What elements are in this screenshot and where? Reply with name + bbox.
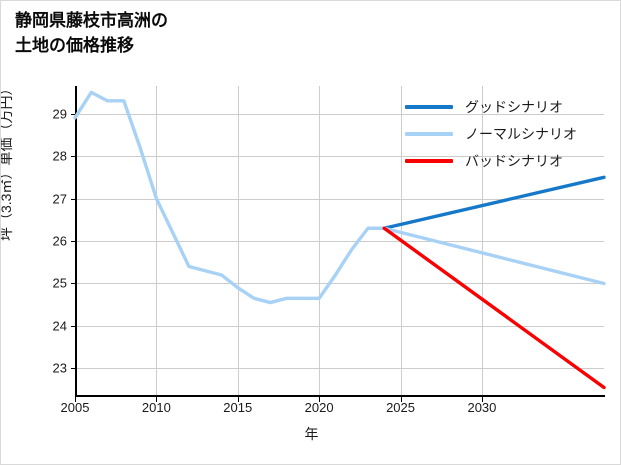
legend-item-good[interactable]: グッドシナリオ bbox=[405, 93, 615, 120]
x-tick-label: 2025 bbox=[386, 400, 415, 415]
y-tick-mark bbox=[71, 198, 76, 200]
y-tick-label: 29 bbox=[52, 106, 67, 122]
x-tick-mark bbox=[75, 397, 76, 402]
series-line bbox=[382, 226, 606, 286]
y-tick-label: 26 bbox=[52, 233, 67, 249]
gridline-horizontal bbox=[75, 241, 604, 242]
series-line bbox=[382, 226, 606, 390]
x-tick-mark bbox=[237, 397, 239, 402]
y-tick-mark bbox=[71, 113, 76, 115]
legend-item-normal[interactable]: ノーマルシナリオ bbox=[405, 120, 615, 147]
legend-item-bad[interactable]: バッドシナリオ bbox=[405, 147, 615, 174]
y-tick-mark bbox=[71, 156, 76, 158]
y-tick-mark bbox=[71, 325, 76, 327]
gridline-vertical bbox=[156, 86, 158, 396]
gridline-vertical bbox=[237, 86, 239, 396]
legend-swatch-bad bbox=[405, 158, 453, 163]
gridline-horizontal bbox=[75, 368, 604, 370]
x-tick-label: 2015 bbox=[223, 400, 253, 415]
legend-swatch-good bbox=[405, 104, 453, 109]
y-tick-label: 23 bbox=[52, 360, 67, 376]
y-tick-label: 25 bbox=[52, 275, 67, 291]
y-tick-mark bbox=[71, 241, 76, 242]
y-tick-label: 24 bbox=[52, 318, 67, 334]
legend-label-bad: バッドシナリオ bbox=[465, 152, 563, 169]
x-axis-label: 年 bbox=[304, 426, 319, 442]
y-axis-label: 坪（3.3㎡）単価（万円） bbox=[0, 81, 14, 241]
y-tick-label: 28 bbox=[52, 148, 67, 164]
y-tick-label: 27 bbox=[52, 191, 67, 207]
x-axis-spine bbox=[75, 395, 605, 397]
x-tick-label: 2010 bbox=[141, 400, 171, 415]
legend-label-good: グッドシナリオ bbox=[465, 98, 563, 115]
legend-swatch-normal bbox=[405, 131, 453, 136]
x-tick-label: 2020 bbox=[304, 400, 334, 415]
x-tick-label: 2005 bbox=[60, 400, 90, 415]
legend-label-normal: ノーマルシナリオ bbox=[465, 125, 577, 142]
x-tick-mark bbox=[319, 397, 321, 402]
y-tick-mark bbox=[71, 283, 76, 285]
y-tick-mark bbox=[71, 368, 76, 370]
gridline-vertical bbox=[400, 86, 402, 396]
gridline-horizontal bbox=[75, 325, 604, 327]
series-line bbox=[73, 90, 386, 305]
x-tick-mark bbox=[156, 397, 158, 402]
chart-legend: グッドシナリオ ノーマルシナリオ バッドシナリオ bbox=[405, 93, 615, 174]
x-tick-mark bbox=[400, 397, 402, 402]
series-line bbox=[382, 175, 606, 230]
gridline-horizontal bbox=[75, 283, 604, 285]
x-tick-label: 2030 bbox=[467, 400, 497, 415]
gridline-vertical bbox=[319, 86, 321, 396]
chart-title: 静岡県藤枝市高洲の 土地の価格推移 bbox=[15, 11, 168, 55]
gridline-horizontal bbox=[75, 198, 604, 200]
x-tick-mark bbox=[481, 397, 483, 402]
